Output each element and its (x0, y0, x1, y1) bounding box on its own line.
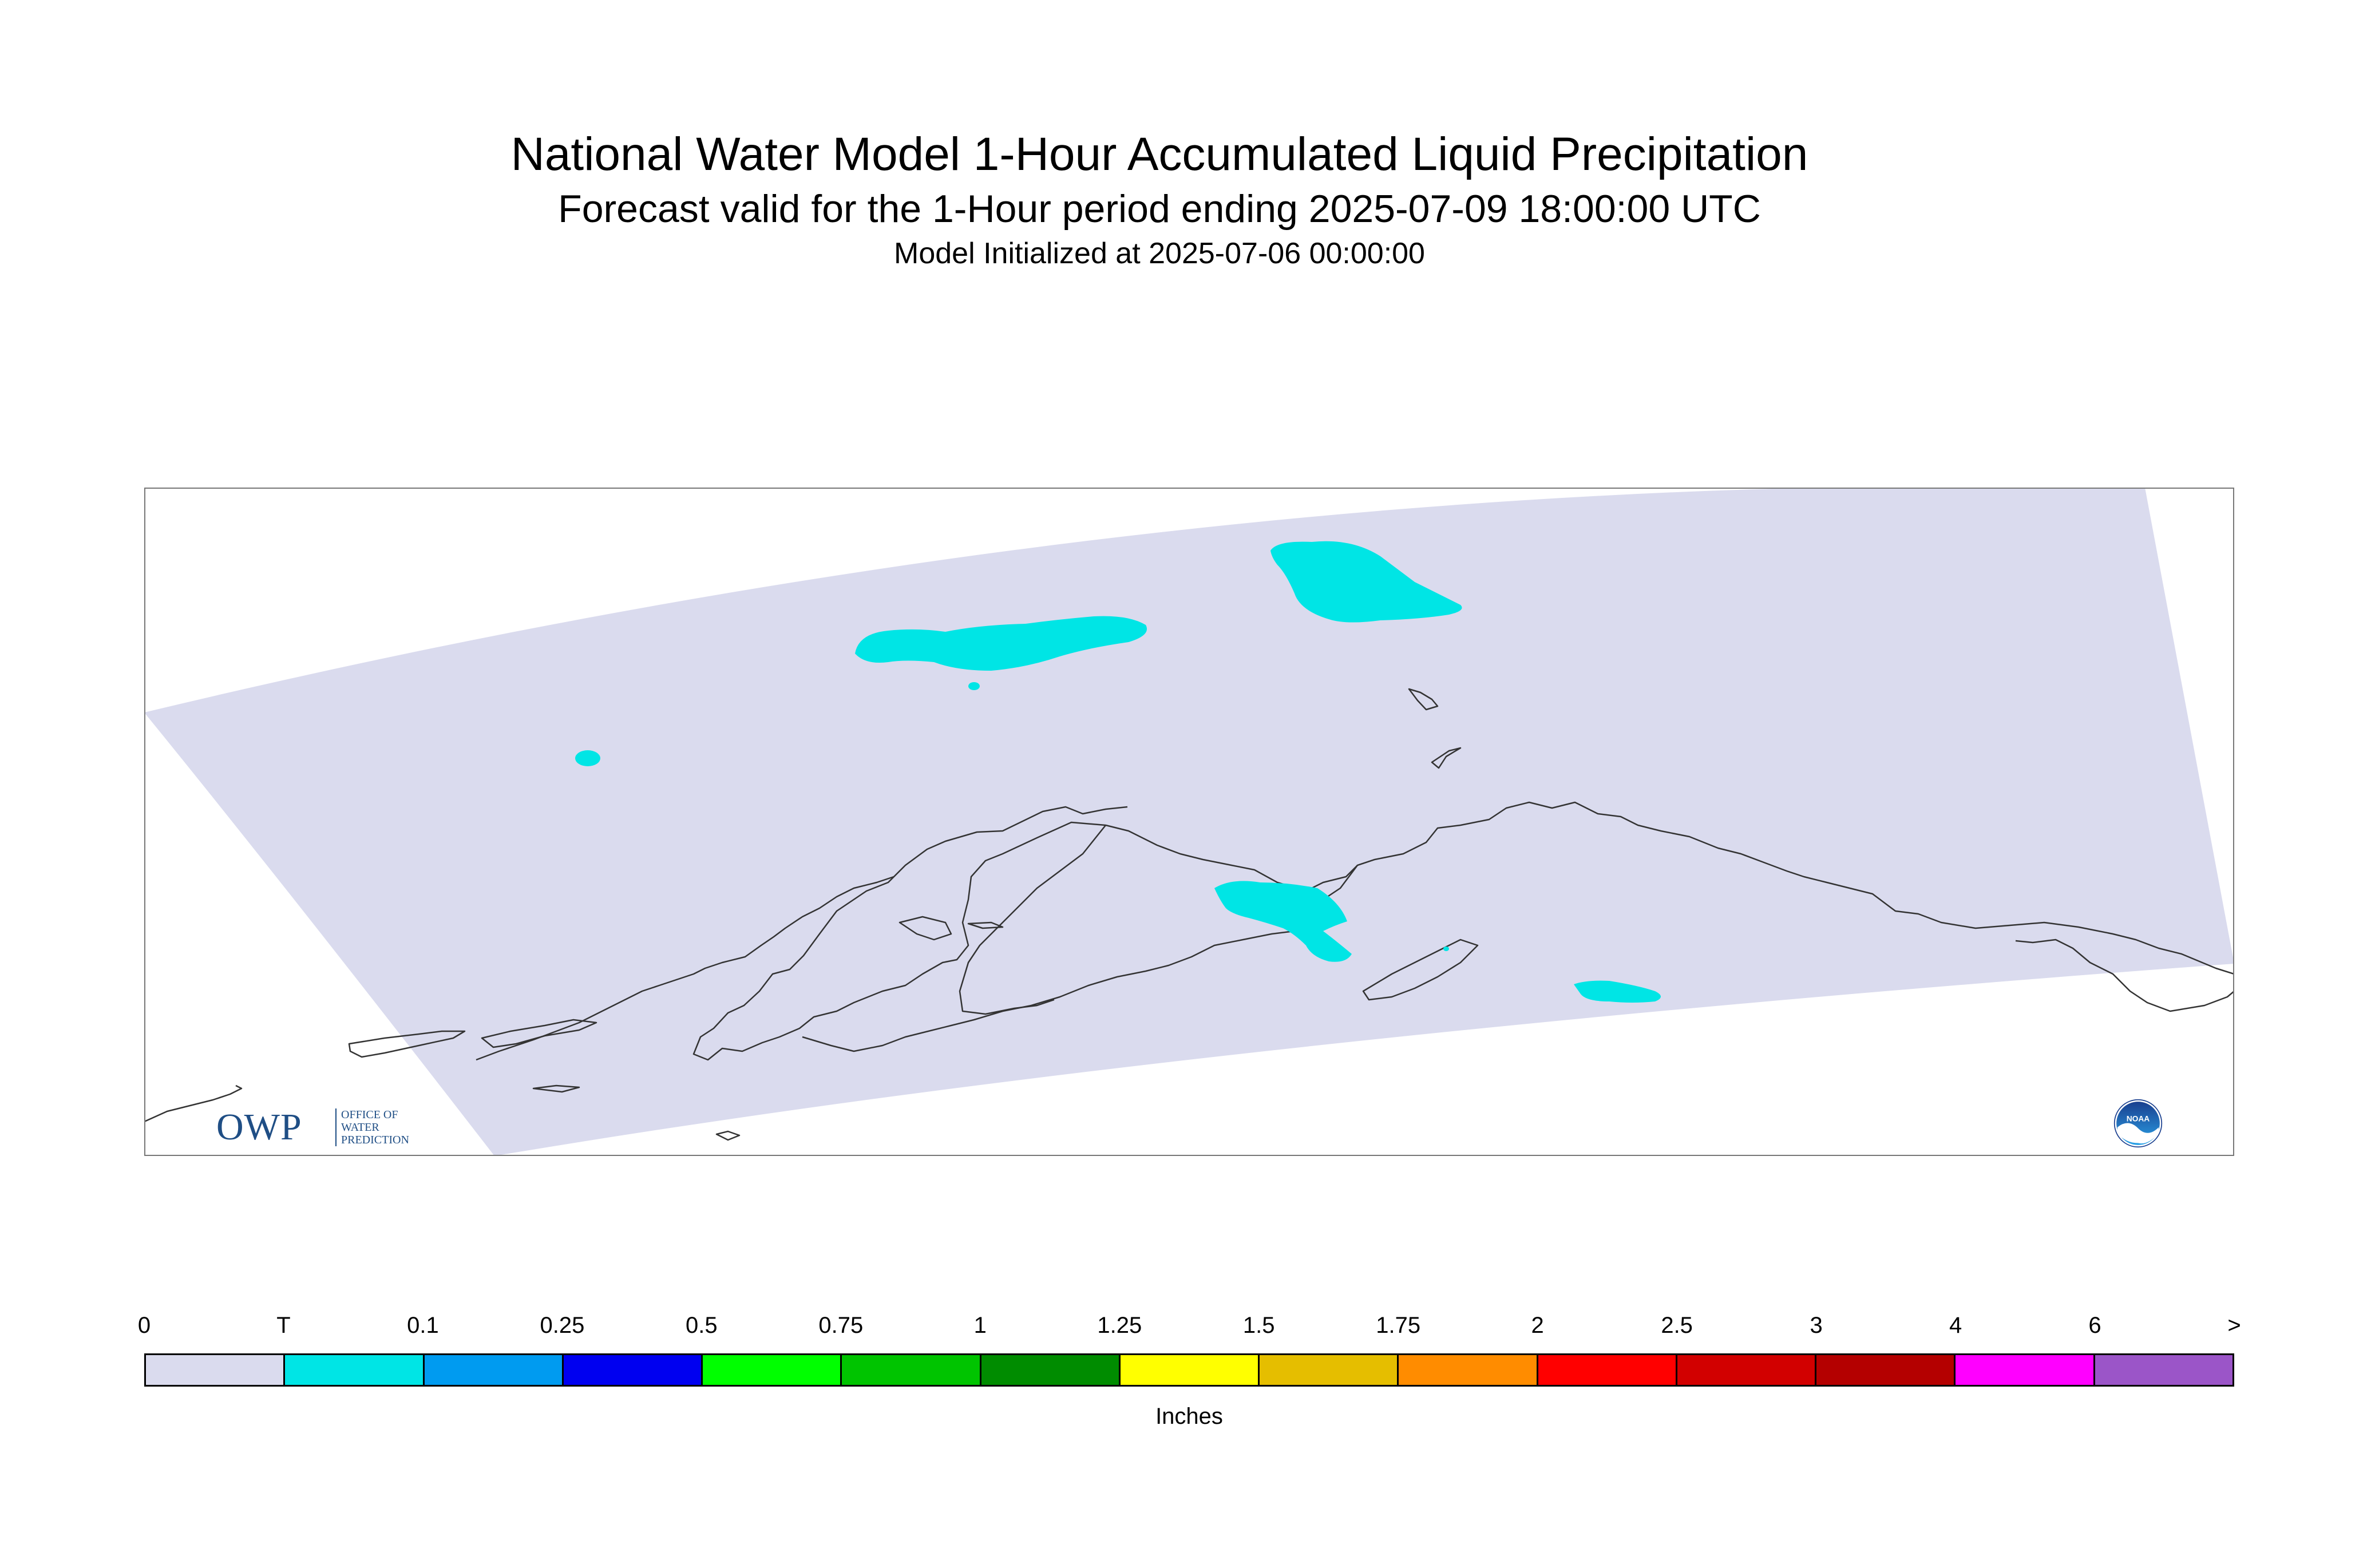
chart-subtitle: Forecast valid for the 1-Hour period end… (558, 187, 1761, 231)
legend-swatch (1816, 1355, 1956, 1385)
coastline-peninsula-south (802, 930, 1295, 1052)
legend-swatch (2095, 1355, 2232, 1385)
owp-logo-mark: OWP (216, 1106, 302, 1148)
coastline-seward (476, 876, 894, 1061)
coastline-mainland (692, 806, 1375, 1061)
legend-label: 0.1 (407, 1313, 439, 1338)
legend-swatch (1399, 1355, 1538, 1385)
model-init-label: Model Initialized at 2025-07-06 00:00:00 (894, 237, 1425, 270)
legend-label: 1.25 (1097, 1313, 1142, 1338)
legend-label: 2.5 (1661, 1313, 1693, 1338)
legend-swatch (285, 1355, 425, 1385)
legend-label: 0.25 (540, 1313, 585, 1338)
owp-logo-text: OFFICE OF WATER PREDICTION (335, 1108, 409, 1146)
legend-label: 1 (973, 1313, 987, 1338)
color-legend: 0 T 0.1 0.25 0.5 0.75 1 1.25 1.5 1.75 2 2.5 3 4 6 > Inc… (138, 1310, 2241, 1448)
legend-label: 0.75 (818, 1313, 864, 1338)
coastline-russia (144, 1084, 243, 1123)
st-lawrence-island (481, 1019, 597, 1048)
legend-label: 3 (1810, 1313, 1823, 1338)
legend-swatch (703, 1355, 842, 1385)
coastline-canada (2015, 939, 2234, 1012)
legend-swatch (563, 1355, 703, 1385)
model-domain (144, 488, 2234, 1156)
chart-title: National Water Model 1-Hour Accumulated … (510, 128, 1808, 180)
legend-colorbar (144, 1353, 2234, 1387)
legend-label: 1.75 (1376, 1313, 1421, 1338)
precip-speck-1 (968, 682, 980, 690)
owp-line-2: WATER (341, 1121, 379, 1134)
legend-label: > (2227, 1313, 2241, 1338)
legend-label: T (276, 1313, 291, 1338)
precip-area-north-center (855, 616, 1147, 671)
legend-label: 4 (1949, 1313, 1962, 1338)
owp-line-3: PREDICTION (341, 1134, 409, 1146)
legend-swatch (1538, 1355, 1677, 1385)
precip-areas (575, 541, 1661, 1003)
precip-area-southeast (1574, 980, 1661, 1003)
legend-units: Inches (1155, 1404, 1223, 1429)
legend-label: 0.5 (686, 1313, 718, 1338)
legend-swatch (842, 1355, 981, 1385)
coastlines (144, 688, 2234, 1141)
owp-logo: OWP OFFICE OF WATER PREDICTION (216, 1107, 434, 1153)
legend-swatch (981, 1355, 1121, 1385)
noaa-logo: NOAA (2113, 1099, 2163, 1148)
legend-swatch (424, 1355, 564, 1385)
precip-area-north-east (1270, 541, 1462, 623)
legend-label: 1.5 (1242, 1313, 1275, 1338)
arctic-island-2 (1431, 747, 1462, 769)
legend-label: 0 (137, 1313, 151, 1338)
legend-swatch (146, 1355, 286, 1385)
small-island-1 (967, 921, 1004, 929)
small-island-2 (532, 1084, 580, 1093)
small-island-3 (715, 1130, 741, 1141)
legend-label: 6 (2088, 1313, 2101, 1338)
map-panel: OWP OFFICE OF WATER PREDICTION NOAA (144, 488, 2234, 1156)
arctic-island-1 (1408, 688, 1439, 711)
legend-swatch (1677, 1355, 1817, 1385)
nunivak-island (898, 916, 952, 941)
legend-swatch (1120, 1355, 1260, 1385)
legend-swatch (1260, 1355, 1399, 1385)
precip-area-kodiak (1214, 881, 1352, 962)
map-border (144, 488, 2234, 1156)
coastline-cook-inlet (1294, 801, 2234, 975)
legend-label: 2 (1531, 1313, 1544, 1338)
legend-labels: 0 T 0.1 0.25 0.5 0.75 1 1.25 1.5 1.75 2 2.5 3 4 6 > (138, 1310, 2241, 1345)
kodiak-island (1362, 939, 1479, 1001)
coastline-russia-east (348, 1030, 466, 1058)
legend-swatch (1956, 1355, 2095, 1385)
owp-line-1: OFFICE OF (341, 1108, 398, 1121)
noaa-logo-text: NOAA (2127, 1115, 2150, 1123)
precip-speck-west (575, 750, 600, 766)
precip-map (144, 488, 2234, 1156)
precip-speck-2 (1443, 947, 1449, 951)
